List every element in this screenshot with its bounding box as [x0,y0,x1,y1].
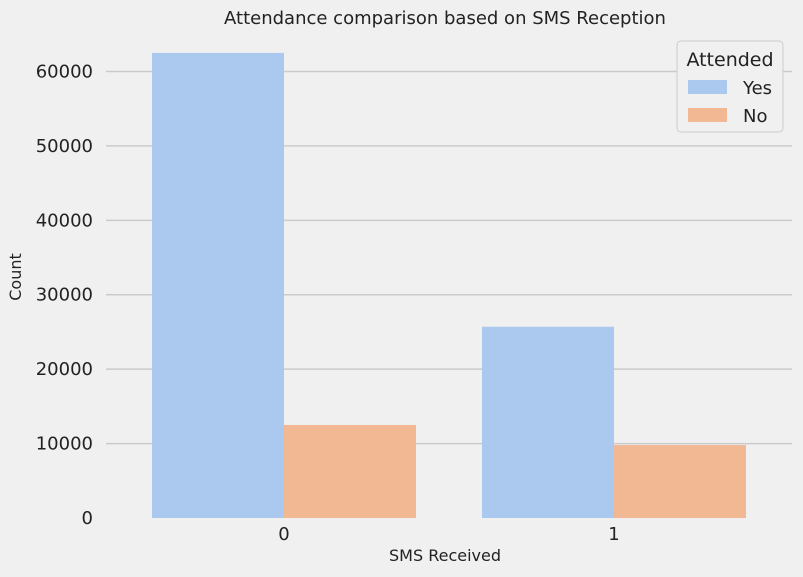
legend-swatch-yes [688,80,727,94]
legend-label-yes: Yes [742,78,772,99]
y-tick-label: 60000 [36,61,93,82]
bars [152,52,746,518]
legend-label-no: No [743,106,767,127]
y-tick-label: 30000 [36,285,93,306]
bar-yes-0 [152,52,284,518]
legend: Attended Yes No [676,40,784,133]
bar-no-0 [284,424,416,518]
y-tick-label: 0 [82,508,93,529]
legend-items: Yes No [688,78,772,127]
y-tick-label: 10000 [36,434,93,455]
chart-title: Attendance comparison based on SMS Recep… [224,8,666,29]
legend-title: Attended [686,49,773,71]
x-axis-label: SMS Received [389,546,501,565]
legend-swatch-no [688,108,727,122]
y-axis-label: Count [6,253,25,301]
y-tick-label: 20000 [36,359,93,380]
x-tick-label: 0 [278,524,289,545]
y-tick-label: 40000 [36,210,93,231]
bar-yes-1 [482,326,614,518]
x-tick-label: 1 [608,524,619,545]
y-tick-label: 50000 [36,136,93,157]
y-axis-ticks: 0 10000 20000 30000 40000 50000 60000 [36,61,93,529]
bar-no-1 [614,445,746,518]
